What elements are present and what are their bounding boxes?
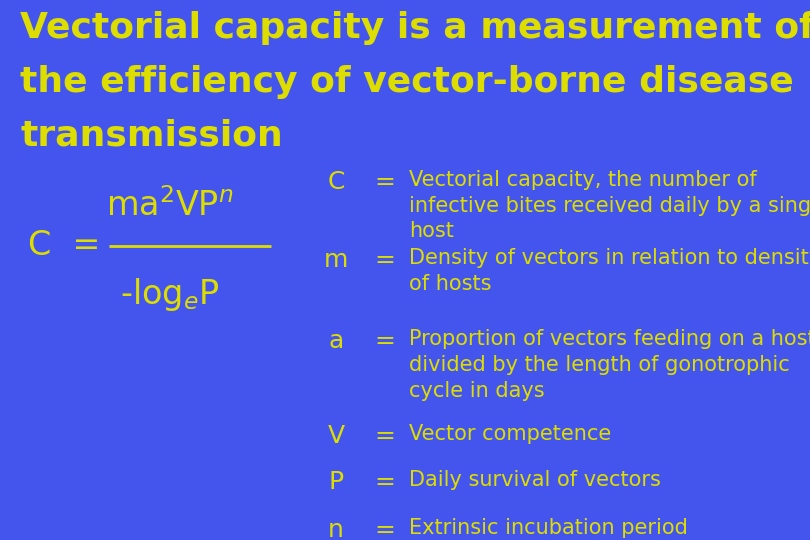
Text: the efficiency of vector-borne disease: the efficiency of vector-borne disease <box>20 65 794 99</box>
Text: =: = <box>374 518 395 540</box>
Text: transmission: transmission <box>20 119 283 153</box>
Text: V: V <box>327 424 345 448</box>
Text: Density of vectors in relation to density
of hosts: Density of vectors in relation to densit… <box>409 248 810 294</box>
Text: Extrinsic incubation period: Extrinsic incubation period <box>409 518 688 538</box>
Text: m: m <box>324 248 348 272</box>
Text: Vectorial capacity, the number of
infective bites received daily by a single
hos: Vectorial capacity, the number of infect… <box>409 170 810 241</box>
Text: Vector competence: Vector competence <box>409 424 612 444</box>
Text: Vectorial capacity is a measurement of: Vectorial capacity is a measurement of <box>20 11 810 45</box>
Text: P: P <box>329 470 343 494</box>
Text: =: = <box>374 170 395 194</box>
Text: n: n <box>328 518 344 540</box>
Text: =: = <box>374 424 395 448</box>
Text: Proportion of vectors feeding on a host
divided by the length of gonotrophic
cyc: Proportion of vectors feeding on a host … <box>409 329 810 401</box>
Text: C  =: C = <box>28 229 100 262</box>
Text: -log$_e$P: -log$_e$P <box>121 276 220 313</box>
Text: C: C <box>327 170 345 194</box>
Text: =: = <box>374 329 395 353</box>
Text: =: = <box>374 470 395 494</box>
Text: Daily survival of vectors: Daily survival of vectors <box>409 470 661 490</box>
Text: ma$^2$VP$^n$: ma$^2$VP$^n$ <box>106 188 234 222</box>
Text: a: a <box>329 329 343 353</box>
Text: =: = <box>374 248 395 272</box>
